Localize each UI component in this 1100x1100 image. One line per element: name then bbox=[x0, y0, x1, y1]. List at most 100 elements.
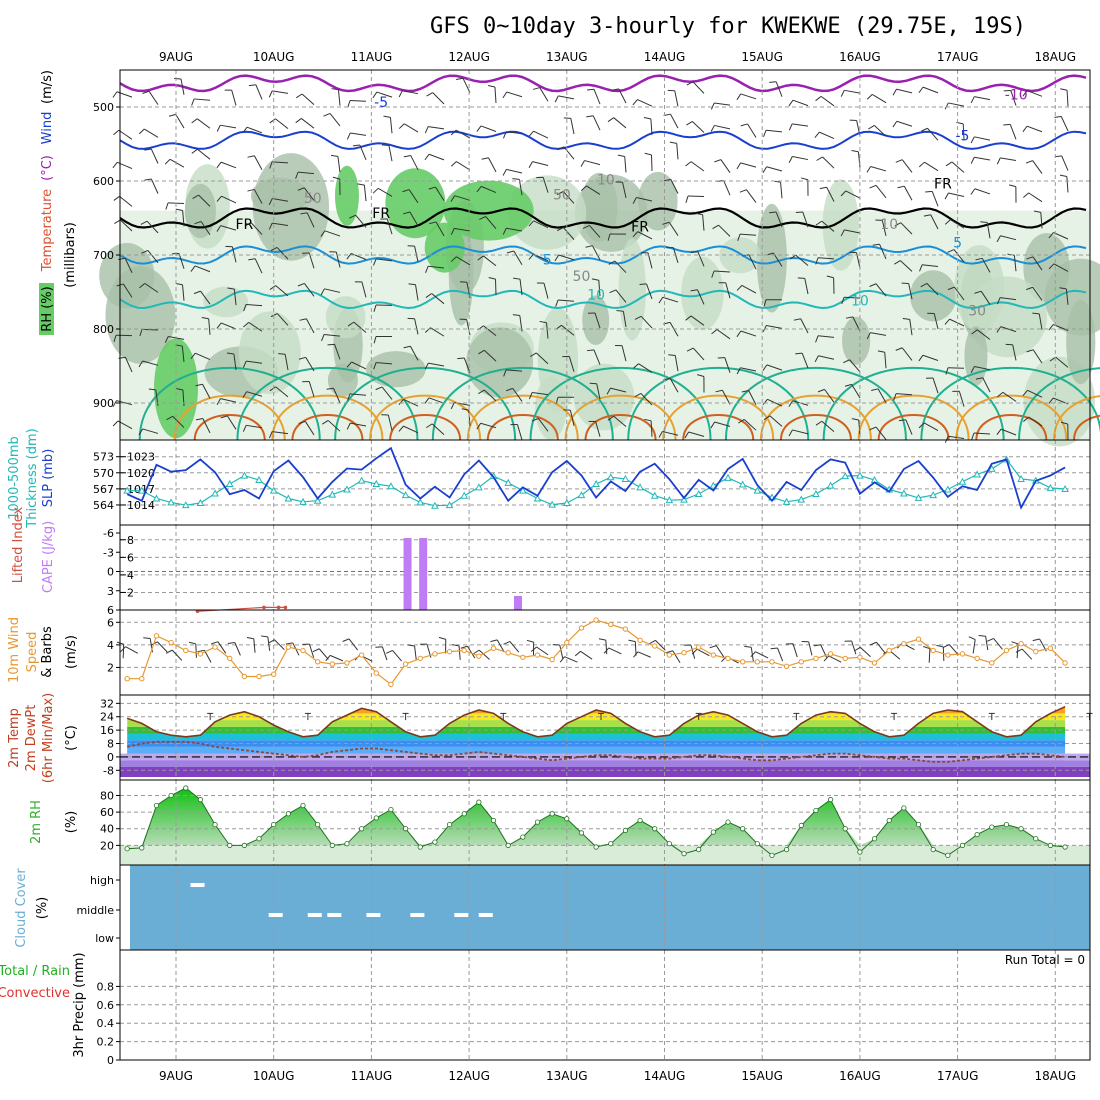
isotherm-diurnal bbox=[193, 414, 266, 441]
thickness-point bbox=[445, 501, 454, 509]
wind-barb bbox=[926, 283, 939, 296]
wind-barb-flag bbox=[970, 136, 975, 144]
isotherm-diurnal bbox=[1073, 414, 1100, 441]
rh-point bbox=[1033, 836, 1039, 842]
date-label-bottom: 13AUG bbox=[546, 1069, 588, 1083]
wind-barb-flag bbox=[269, 386, 276, 392]
surface-wind-barb-flag bbox=[260, 635, 268, 638]
isotherm-diurnal bbox=[389, 414, 462, 441]
surface-wind-barb bbox=[125, 646, 139, 654]
slp-frame bbox=[119, 439, 1091, 526]
wind-barb bbox=[1028, 416, 1043, 427]
surface-wind-barb bbox=[267, 636, 271, 651]
surface-wind-barb bbox=[672, 650, 681, 663]
wind-barb bbox=[844, 229, 861, 234]
wind-barb bbox=[769, 415, 783, 427]
rh-shade-cell bbox=[719, 237, 761, 274]
contour-label: 50 bbox=[304, 191, 322, 207]
wind-barb-flag bbox=[113, 195, 120, 201]
thickness-point bbox=[269, 486, 278, 494]
wind-barb-flag bbox=[175, 344, 183, 347]
wind-barb bbox=[284, 354, 289, 371]
rh-point bbox=[784, 846, 790, 853]
rh-point bbox=[373, 815, 379, 821]
wind-barb bbox=[670, 179, 679, 194]
wind-barb-flag bbox=[375, 386, 383, 391]
wind-speed-point bbox=[1033, 648, 1039, 655]
wind-speed-point bbox=[754, 659, 761, 665]
wind-barb bbox=[221, 322, 237, 330]
wind-barb-flag bbox=[920, 127, 928, 132]
rh-point bbox=[197, 797, 204, 803]
wind-barb bbox=[931, 191, 939, 207]
wind-barb bbox=[870, 165, 887, 172]
wind-barb-flag bbox=[450, 129, 457, 136]
isotherm-diurnal bbox=[857, 394, 970, 441]
surface-wind-barb bbox=[993, 638, 1003, 650]
wind-barb-flag bbox=[398, 425, 404, 432]
wind-barb-flag bbox=[685, 161, 692, 167]
wind-barb-flag bbox=[944, 192, 949, 200]
wind-speed-point bbox=[695, 644, 702, 650]
wind-barb bbox=[431, 293, 445, 305]
surface-wind-barb-flag bbox=[603, 647, 610, 654]
wind-barb-flag bbox=[141, 249, 149, 254]
wind-barb bbox=[875, 283, 887, 297]
wind-barb-flag bbox=[762, 399, 768, 406]
surface-wind-barb bbox=[234, 642, 241, 656]
surface-wind-barb bbox=[392, 650, 402, 662]
wind-barb bbox=[122, 283, 133, 298]
wind-speed-point bbox=[461, 647, 467, 654]
rh-shade-high bbox=[334, 165, 359, 226]
cloud-gap bbox=[268, 913, 283, 917]
wind-speed-point bbox=[285, 644, 292, 650]
wind10m-unit-label: (m/s) bbox=[64, 635, 79, 669]
wind-barb bbox=[532, 392, 549, 396]
wind-barb bbox=[506, 227, 523, 232]
lifted-index-tick-label: 6 bbox=[107, 604, 114, 617]
lifted-index-point bbox=[262, 605, 266, 610]
wind-speed-point bbox=[827, 651, 834, 657]
wind-speed-point bbox=[388, 681, 394, 688]
wind-barb bbox=[150, 148, 159, 164]
lifted-index-axis-label: Lifted Index bbox=[11, 506, 26, 583]
wind-barb bbox=[118, 129, 133, 140]
wind-barb bbox=[697, 289, 705, 305]
wind-barb-flag bbox=[763, 415, 771, 421]
wind-barb bbox=[646, 283, 653, 300]
wind-barb bbox=[355, 214, 367, 228]
wind-barb bbox=[976, 329, 991, 340]
wind-barb-flag bbox=[1008, 184, 1017, 188]
surface-wind-barb bbox=[859, 646, 871, 658]
wind-barb-flag bbox=[477, 255, 484, 261]
wind-barb bbox=[117, 161, 133, 170]
surface-wind-barb bbox=[876, 641, 886, 654]
surface-wind-barb bbox=[634, 641, 637, 656]
wind-barb-flag bbox=[450, 256, 457, 262]
wind-barb bbox=[195, 352, 211, 360]
wind-speed-point bbox=[739, 659, 746, 665]
wind-barb bbox=[506, 168, 523, 174]
wind-barb-flag bbox=[248, 258, 256, 261]
surface-wind-barb bbox=[828, 655, 842, 663]
wind-barb-flag bbox=[763, 299, 767, 307]
wind-barb bbox=[714, 124, 731, 130]
wind-barb-flag bbox=[736, 162, 741, 170]
thickness-point bbox=[826, 481, 835, 489]
wind-speed-point bbox=[769, 659, 775, 665]
wind-barb bbox=[1026, 90, 1043, 97]
wind-barb bbox=[591, 245, 601, 261]
surface-wind-barb-flag bbox=[490, 639, 498, 643]
wind-barb-flag bbox=[815, 95, 822, 102]
wind-barb-flag bbox=[403, 345, 411, 349]
wind-barb bbox=[463, 357, 471, 374]
wind-barb bbox=[843, 296, 861, 299]
rh-point bbox=[930, 846, 936, 853]
precip-legend-total: Total / Rain bbox=[0, 964, 70, 979]
wind-barb bbox=[533, 130, 549, 139]
wind-barb bbox=[246, 303, 263, 307]
wind-barb bbox=[480, 125, 497, 132]
wind-barb bbox=[513, 250, 523, 266]
wind-barb bbox=[792, 99, 809, 107]
upper-air-tick-label: 600 bbox=[93, 175, 114, 188]
